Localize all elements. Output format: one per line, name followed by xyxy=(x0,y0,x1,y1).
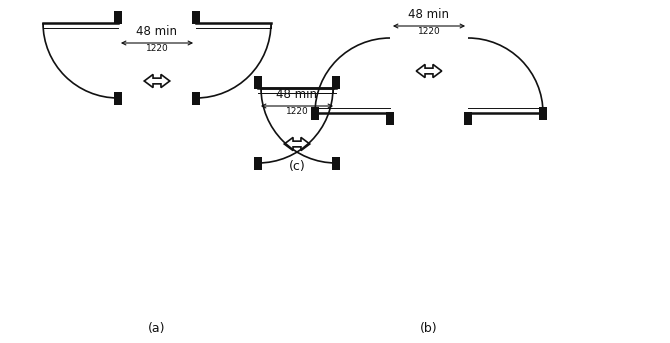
Bar xyxy=(114,92,122,105)
Text: 48 min: 48 min xyxy=(137,25,178,38)
Bar xyxy=(332,76,340,89)
Text: (a): (a) xyxy=(148,322,165,335)
Text: 1220: 1220 xyxy=(145,44,168,53)
Bar xyxy=(192,92,200,105)
Bar xyxy=(114,11,122,24)
Text: 1220: 1220 xyxy=(417,27,440,36)
Bar xyxy=(192,11,200,24)
Text: (b): (b) xyxy=(420,322,438,335)
Bar xyxy=(254,156,262,169)
Text: 48 min: 48 min xyxy=(409,8,450,21)
Bar xyxy=(386,112,394,125)
Bar xyxy=(254,76,262,89)
Text: (c): (c) xyxy=(289,160,306,173)
Text: 1220: 1220 xyxy=(285,107,308,116)
Bar xyxy=(332,156,340,169)
Bar xyxy=(539,106,547,119)
Bar xyxy=(311,106,319,119)
Bar xyxy=(464,112,472,125)
Text: 48 min: 48 min xyxy=(277,88,318,101)
